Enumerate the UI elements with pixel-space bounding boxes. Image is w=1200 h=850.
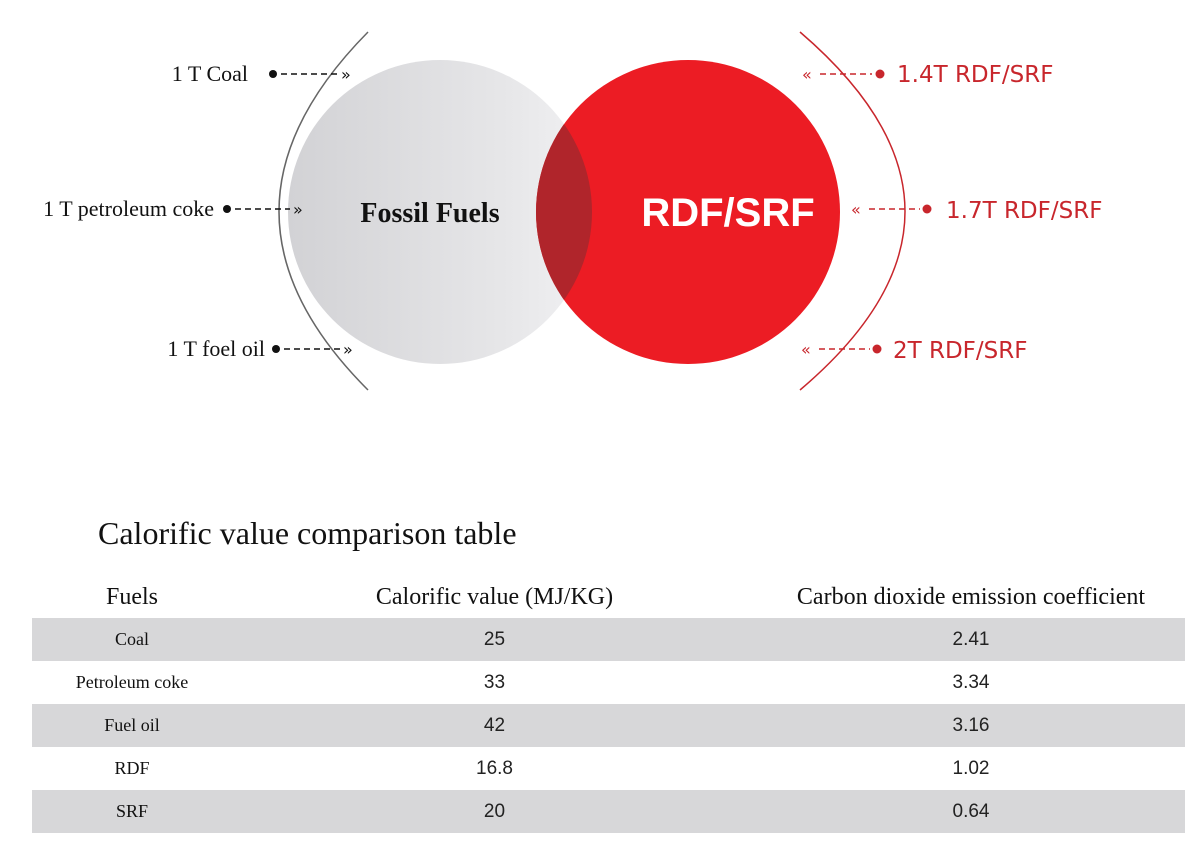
right-item-3-dot — [872, 344, 882, 354]
cell-calorific: 16.8 — [476, 757, 513, 779]
left-item-fuel-oil-label: 1 T foel oil — [167, 336, 265, 361]
right-item-2-arrow: « — [851, 200, 861, 219]
cell-fuel: SRF — [115, 801, 149, 821]
cell-fuel: Coal — [115, 629, 149, 649]
cell-fuel: Petroleum coke — [75, 672, 189, 692]
cell-calorific: 33 — [483, 671, 506, 693]
right-item-2-dot — [922, 204, 932, 214]
cell-calorific: 42 — [483, 714, 506, 736]
right-item-1-label: 1.4T RDF/SRF — [897, 62, 1053, 88]
cell-co2: 3.16 — [952, 714, 990, 736]
right-item-3-label: 2T RDF/SRF — [893, 338, 1027, 364]
cell-co2: 1.02 — [952, 757, 990, 779]
cell-co2: 0.64 — [952, 800, 990, 822]
header-calorific-value: Calorific value (MJ/KG) — [375, 583, 614, 610]
table-row: RDF 16.8 1.02 — [32, 747, 1185, 790]
left-item-petroleum-coke-label: 1 T petroleum coke — [43, 196, 214, 221]
fossil-fuels-label: Fossil Fuels — [360, 198, 499, 229]
table-row: Petroleum coke 33 3.34 — [32, 661, 1185, 704]
right-item-1-dot — [875, 69, 885, 79]
cell-co2: 2.41 — [952, 628, 990, 650]
rdf-srf-label: RDF/SRF — [641, 191, 814, 235]
cell-fuel: RDF — [114, 758, 150, 778]
table-header-row: Fuels Calorific value (MJ/KG) Carbon dio… — [32, 576, 1185, 618]
left-item-fuel-oil-dot — [272, 345, 280, 353]
right-item-2-label: 1.7T RDF/SRF — [946, 198, 1102, 224]
left-item-coal-arrow: » — [341, 65, 351, 84]
cell-co2: 3.34 — [952, 671, 990, 693]
fossil-fuels-circle — [288, 60, 592, 364]
header-fuels: Fuels — [105, 583, 158, 610]
table-row: Fuel oil 42 3.16 — [32, 704, 1185, 747]
left-item-petroleum-coke-arrow: » — [293, 200, 303, 219]
right-item-1-arrow: « — [802, 65, 812, 84]
left-item-fuel-oil-arrow: » — [343, 340, 353, 359]
table-row: Coal 25 2.41 — [32, 618, 1185, 661]
fuel-equivalence-diagram: Fossil Fuels RDF/SRF 1 T Coal » 1 T petr… — [43, 31, 1102, 391]
left-item-petroleum-coke-dot — [223, 205, 231, 213]
cell-calorific: 20 — [483, 800, 506, 822]
table-title: Calorific value comparison table — [98, 515, 517, 551]
calorific-comparison-table: Fuels Calorific value (MJ/KG) Carbon dio… — [32, 576, 1185, 833]
cell-calorific: 25 — [483, 628, 506, 650]
cell-fuel: Fuel oil — [104, 715, 160, 735]
left-bracket-arc — [278, 31, 369, 391]
left-item-coal-label: 1 T Coal — [172, 61, 248, 86]
table-row: SRF 20 0.64 — [32, 790, 1185, 833]
right-item-3-arrow: « — [801, 340, 811, 359]
rdf-srf-circle — [536, 60, 840, 364]
left-item-coal-dot — [269, 70, 277, 78]
header-co2-coefficient: Carbon dioxide emission coefficient — [796, 583, 1146, 610]
right-bracket-arc — [799, 31, 906, 391]
